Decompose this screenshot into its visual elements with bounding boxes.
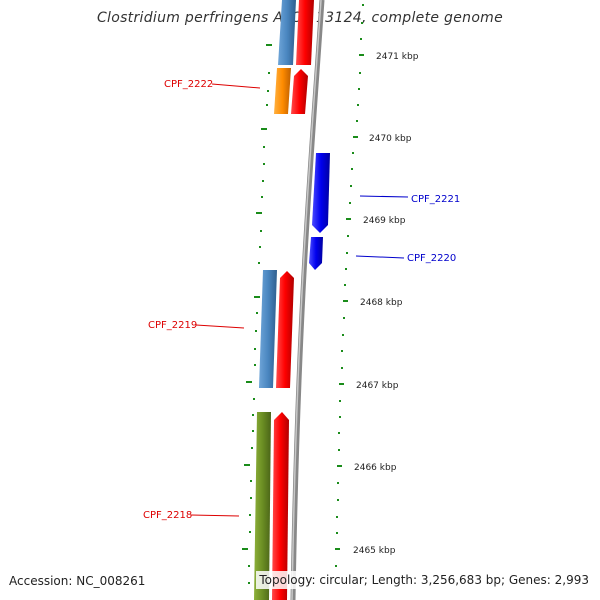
cds-feature-cpf2220[interactable] bbox=[309, 237, 323, 270]
scale-label: 2469 kbp bbox=[363, 216, 406, 226]
leader-line-cpf2218 bbox=[190, 514, 240, 517]
cds-feature-cpf2218[interactable] bbox=[254, 412, 271, 600]
scale-label: 2470 kbp bbox=[369, 134, 412, 144]
scale-label: 2471 kbp bbox=[376, 52, 419, 62]
scale-label: 2467 kbp bbox=[356, 381, 399, 391]
scale-label: 2466 kbp bbox=[354, 463, 397, 473]
gene-label-cpf2222[interactable]: CPF_2222 bbox=[164, 79, 213, 90]
leader-line-cpf2220 bbox=[355, 255, 405, 259]
accession-text: Accession: NC_008261 bbox=[9, 574, 146, 588]
gc-ticks-right bbox=[335, 4, 364, 584]
leader-line-cpf2221 bbox=[359, 195, 409, 198]
gene-label-cpf2220[interactable]: CPF_2220 bbox=[407, 253, 456, 264]
scale-labels: 2471 kbp 2470 kbp 2469 kbp 2468 kbp 2467… bbox=[353, 52, 419, 556]
cds-feature-top-red[interactable] bbox=[296, 0, 314, 65]
cds-feature-cpf2218-forward[interactable] bbox=[272, 412, 289, 600]
topology-text: Topology: circular; Length: 3,256,683 bp… bbox=[256, 571, 592, 589]
gc-ticks-left bbox=[242, 44, 272, 584]
scale-label: 2465 kbp bbox=[353, 546, 396, 556]
cds-feature-cpf2222-forward[interactable] bbox=[291, 69, 308, 114]
cds-feature-cpf2219[interactable] bbox=[259, 270, 277, 388]
gene-label-cpf2221[interactable]: CPF_2221 bbox=[411, 194, 460, 205]
backbone-line bbox=[290, 0, 325, 600]
cds-feature-cpf2219-forward[interactable] bbox=[276, 271, 294, 388]
gene-label-cpf2218[interactable]: CPF_2218 bbox=[143, 510, 192, 521]
gene-label-cpf2219[interactable]: CPF_2219 bbox=[148, 320, 197, 331]
backbone-highlight bbox=[291, 0, 322, 600]
leader-line-cpf2222 bbox=[211, 83, 261, 89]
scale-label: 2468 kbp bbox=[360, 298, 403, 308]
cds-feature-cpf2221[interactable] bbox=[312, 153, 330, 233]
cds-feature-cpf2222[interactable] bbox=[274, 68, 291, 114]
leader-line-cpf2219 bbox=[195, 324, 245, 329]
cds-feature-top-blue[interactable] bbox=[278, 0, 296, 65]
